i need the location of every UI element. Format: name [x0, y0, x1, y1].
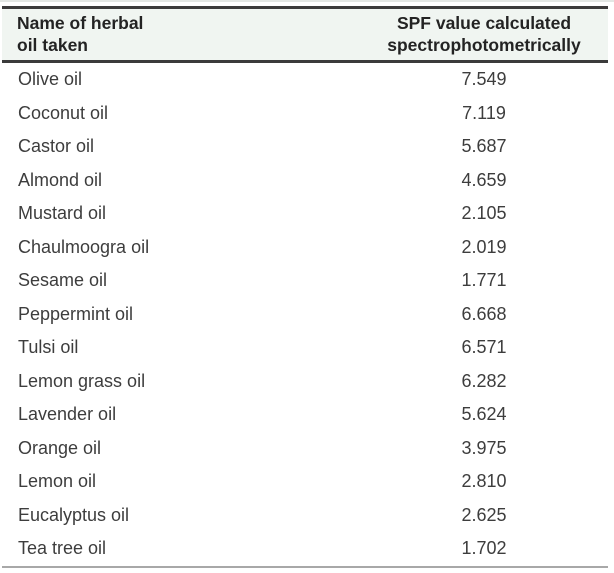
spf-value-cell: 2.625: [461, 504, 507, 525]
spf-value-cell: 7.549: [461, 69, 507, 90]
table-row: Eucalyptus oil 2.625: [2, 499, 608, 533]
oil-name-cell: Olive oil: [18, 69, 83, 90]
col-header-oil-name: Name of herbal oil taken: [17, 13, 144, 55]
table-header: Name of herbal oil taken SPF value calcu…: [2, 6, 608, 63]
table-row: Lemon grass oil 6.282: [2, 365, 608, 399]
oil-name-cell: Lavender oil: [18, 404, 117, 425]
spf-value-cell: 1.771: [461, 270, 507, 291]
oil-name-cell: Almond oil: [18, 169, 103, 190]
table-row: Orange oil 3.975: [2, 432, 608, 466]
spf-value-cell: 1.702: [461, 538, 507, 559]
oil-name-cell: Eucalyptus oil: [18, 504, 130, 525]
oil-name-cell: Sesame oil: [18, 270, 108, 291]
spf-value-cell: 7.119: [462, 102, 506, 123]
table-row: Lemon oil 2.810: [2, 465, 608, 499]
table-row: Mustard oil 2.105: [2, 197, 608, 231]
spf-value-cell: 6.282: [461, 370, 507, 391]
spf-value-cell: 5.624: [461, 404, 507, 425]
oil-name-cell: Tea tree oil: [18, 538, 107, 559]
spf-value-cell: 4.659: [461, 169, 507, 190]
oil-name-cell: Orange oil: [18, 437, 102, 458]
spf-value-cell: 2.810: [461, 471, 507, 492]
table-row: Lavender oil 5.624: [2, 398, 608, 432]
table-row: Almond oil 4.659: [2, 164, 608, 198]
spf-value-cell: 3.975: [461, 437, 507, 458]
oil-name-cell: Lemon grass oil: [18, 370, 146, 391]
col-header-spf-value: SPF value calculated spectrophotometrica…: [387, 13, 581, 55]
table-row: Castor oil 5.687: [2, 130, 608, 164]
oil-name-cell: Peppermint oil: [18, 303, 134, 324]
oil-name-cell: Mustard oil: [18, 203, 107, 224]
table-row: Tea tree oil 1.702: [2, 532, 608, 566]
spf-value-cell: 6.571: [461, 337, 507, 358]
oil-name-cell: Coconut oil: [18, 102, 109, 123]
oil-name-cell: Tulsi oil: [18, 337, 79, 358]
table-row: Tulsi oil 6.571: [2, 331, 608, 365]
spf-value-cell: 2.019: [461, 236, 507, 257]
spf-value-cell: 2.105: [461, 203, 507, 224]
table-row: Chaulmoogra oil 2.019: [2, 231, 608, 265]
table-row: Coconut oil 7.119: [2, 97, 608, 131]
spf-value-cell: 5.687: [461, 136, 507, 157]
oil-name-cell: Chaulmoogra oil: [18, 236, 150, 257]
spf-value-cell: 6.668: [461, 303, 507, 324]
top-faint-rule: [0, 0, 614, 2]
table-row: Peppermint oil 6.668: [2, 298, 608, 332]
oil-name-cell: Lemon oil: [18, 471, 97, 492]
table-row: Sesame oil 1.771: [2, 264, 608, 298]
table-row: Olive oil 7.549: [2, 63, 608, 97]
oil-name-cell: Castor oil: [18, 136, 95, 157]
herbal-oils-spf-table: Name of herbal oil taken SPF value calcu…: [2, 6, 608, 568]
table-body: Olive oil 7.549 Coconut oil 7.119 Castor…: [2, 63, 608, 568]
